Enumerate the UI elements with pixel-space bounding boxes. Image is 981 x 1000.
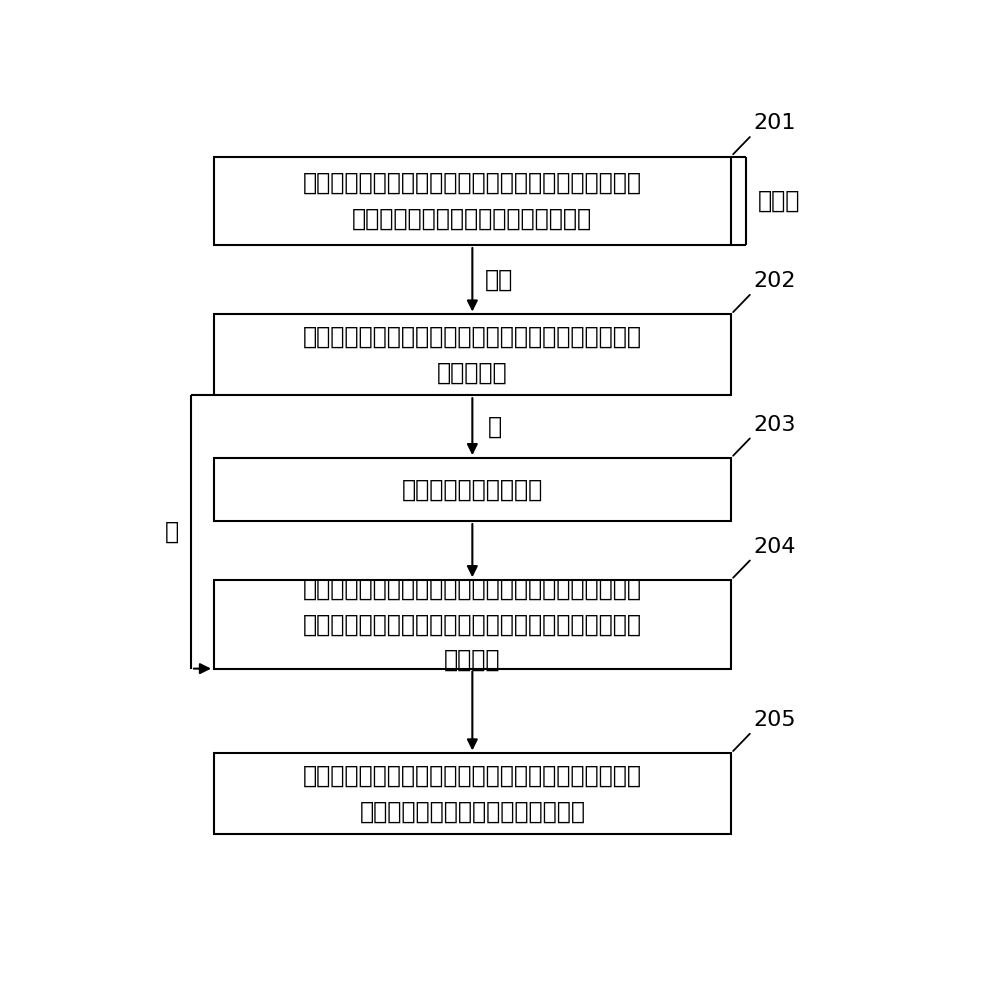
Text: 是: 是 bbox=[489, 415, 502, 439]
Text: 当终端设备播放完音频数据后，将其它无线通信模块在
共享信道的扫描参数调整为初始级别: 当终端设备播放完音频数据后，将其它无线通信模块在 共享信道的扫描参数调整为初始级… bbox=[303, 764, 642, 823]
Text: 202: 202 bbox=[753, 271, 797, 291]
Bar bbox=[214, 314, 731, 395]
Text: 不大于: 不大于 bbox=[757, 189, 800, 213]
Text: 关闭其它无线通信模块: 关闭其它无线通信模块 bbox=[402, 478, 542, 502]
Bar bbox=[214, 580, 731, 669]
Text: 大于: 大于 bbox=[485, 268, 513, 292]
Text: 204: 204 bbox=[753, 537, 797, 557]
Text: 201: 201 bbox=[753, 113, 797, 133]
Text: 根据蓝牙主机模块向蓝牙控制模块发送蓝牙格式的音频
数据的时间间隔调整其它无线通信模块在共享信道上的
扫描参数: 根据蓝牙主机模块向蓝牙控制模块发送蓝牙格式的音频 数据的时间间隔调整其它无线通信… bbox=[303, 577, 642, 672]
Text: 判断其它无线通信模块在共享信道上的扫描参数的级别
是不是最低: 判断其它无线通信模块在共享信道上的扫描参数的级别 是不是最低 bbox=[303, 325, 642, 385]
Bar bbox=[214, 157, 731, 245]
Text: 判断蓝牙主机模块向蓝牙控制模块发送蓝牙格式的音频
数据的时间间隔是否大于预置的时间值: 判断蓝牙主机模块向蓝牙控制模块发送蓝牙格式的音频 数据的时间间隔是否大于预置的时… bbox=[303, 171, 642, 231]
Text: 205: 205 bbox=[753, 710, 797, 730]
Text: 否: 否 bbox=[165, 520, 180, 544]
Bar bbox=[214, 753, 731, 834]
Bar bbox=[214, 458, 731, 521]
Text: 203: 203 bbox=[753, 415, 797, 435]
